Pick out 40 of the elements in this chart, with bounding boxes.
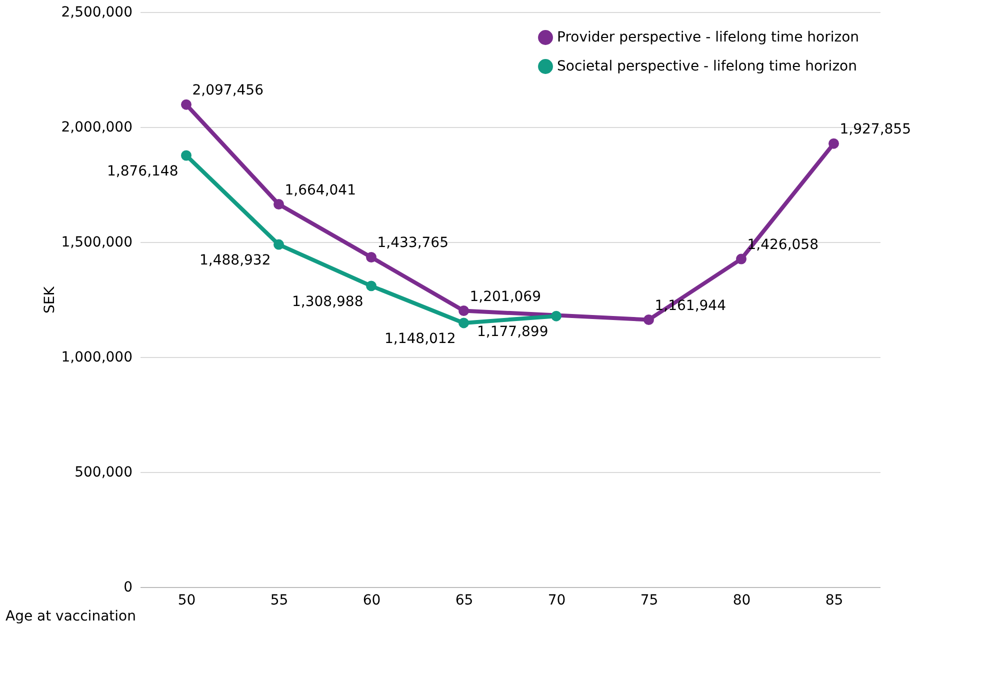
x-tick-label: 55 (270, 592, 288, 608)
y-tick-label: 500,000 (74, 464, 132, 480)
x-tick-label: 60 (362, 592, 381, 608)
legend-label: Provider perspective - lifelong time horizon (557, 30, 860, 46)
point (181, 150, 192, 161)
y-axis-title: SEK (42, 286, 58, 314)
data-label: 2,097,456 (192, 82, 264, 99)
data-label: 1,177,899 (476, 324, 548, 340)
point (274, 239, 284, 250)
x-tick-label: 85 (825, 592, 844, 608)
y-tick-label: 2,500,000 (61, 4, 132, 20)
point (181, 99, 192, 110)
legend-label: Societal perspective - lifelong time horizon (557, 58, 857, 74)
x-axis-title: Age at vaccination (6, 608, 136, 624)
point (644, 314, 654, 325)
point (458, 318, 469, 328)
point (828, 138, 839, 149)
x-tick-label: 50 (178, 592, 196, 608)
x-tick-label: 70 (548, 592, 566, 608)
x-tick-label: 65 (455, 592, 474, 608)
x-tick-label: 80 (732, 592, 751, 608)
point (366, 280, 376, 292)
data-label: 1,927,855 (840, 122, 912, 138)
data-label: 1,308,988 (292, 294, 364, 310)
y-tick-label: 1,500,000 (61, 234, 132, 250)
data-label: 1,433,765 (377, 235, 449, 252)
data-label: 1,876,148 (106, 163, 178, 180)
point (736, 254, 746, 264)
x-tick-label: 75 (640, 592, 658, 608)
y-tick-label: 1,000,000 (61, 350, 132, 366)
y-tick-label: 2,000,000 (61, 120, 132, 136)
data-label: 1,201,069 (470, 288, 542, 305)
point (366, 252, 376, 262)
data-label: 1,488,932 (199, 252, 271, 269)
point (551, 310, 562, 322)
point (274, 199, 284, 210)
y-tick-label: 0 (124, 580, 132, 596)
data-label: 1,148,012 (384, 330, 456, 347)
data-label: 1,664,041 (284, 182, 356, 198)
point (458, 306, 469, 316)
